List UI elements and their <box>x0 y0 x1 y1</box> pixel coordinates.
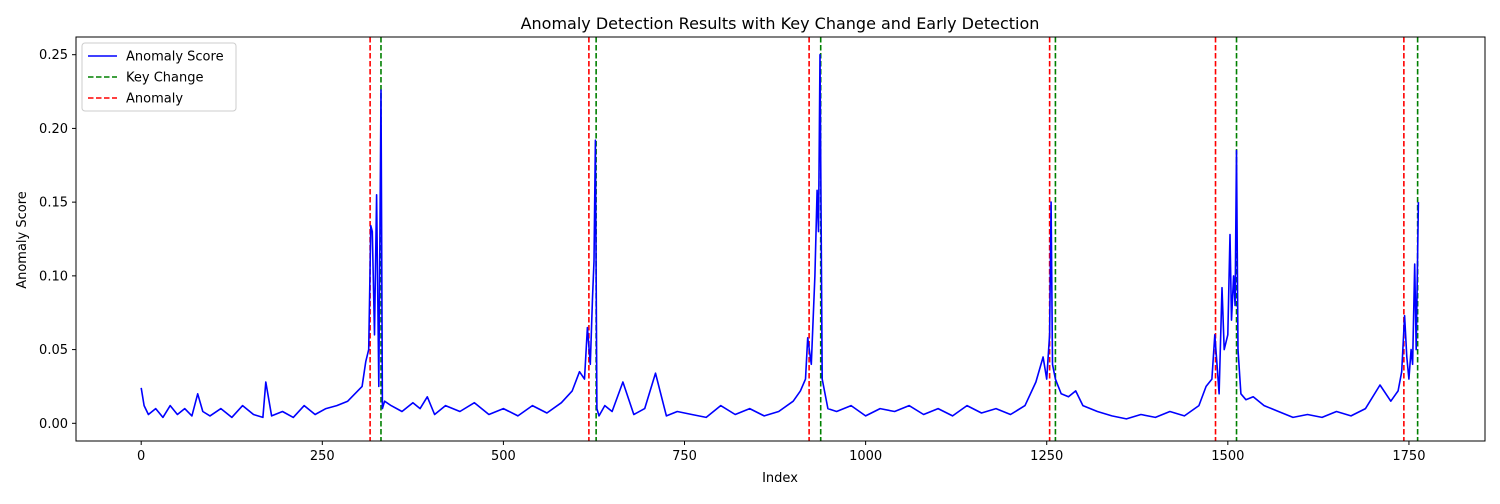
x-tick-label: 500 <box>491 449 516 464</box>
x-axis-ticks: 0 250 500 750 1000 1250 1500 1750 <box>137 441 1425 464</box>
x-tick-label: 0 <box>137 449 145 464</box>
x-axis-label: Index <box>762 471 798 486</box>
anomaly-score-line <box>140 53 1420 420</box>
y-axis-ticks: 0.00 0.05 0.10 0.15 0.20 0.25 <box>39 48 76 432</box>
x-tick-label: 1500 <box>1211 449 1244 464</box>
y-tick-label: 0.25 <box>39 48 68 63</box>
x-tick-label: 750 <box>672 449 697 464</box>
x-tick-label: 1000 <box>849 449 882 464</box>
legend: Anomaly Score Key Change Anomaly <box>81 42 237 112</box>
y-axis-label: Anomaly Score <box>15 191 30 289</box>
x-tick-label: 250 <box>310 449 335 464</box>
y-tick-label: 0.10 <box>39 269 68 284</box>
legend-label-anomaly: Anomaly <box>126 92 183 107</box>
plot-area <box>75 36 1486 442</box>
y-tick-label: 0.20 <box>39 122 68 137</box>
anomaly-score-series <box>140 53 1420 420</box>
plot-frame <box>75 36 1486 442</box>
chart-title: Anomaly Detection Results with Key Chang… <box>521 14 1040 33</box>
legend-box <box>81 42 237 112</box>
anomaly-lines <box>369 37 1405 441</box>
y-tick-label: 0.15 <box>39 196 68 211</box>
y-tick-label: 0.05 <box>39 343 68 358</box>
x-tick-label: 1750 <box>1392 449 1425 464</box>
legend-label-key-change: Key Change <box>126 71 203 86</box>
y-tick-label: 0.00 <box>39 417 68 432</box>
key-change-lines <box>380 37 1419 441</box>
x-tick-label: 1250 <box>1030 449 1063 464</box>
legend-label-anomaly-score: Anomaly Score <box>126 50 224 65</box>
